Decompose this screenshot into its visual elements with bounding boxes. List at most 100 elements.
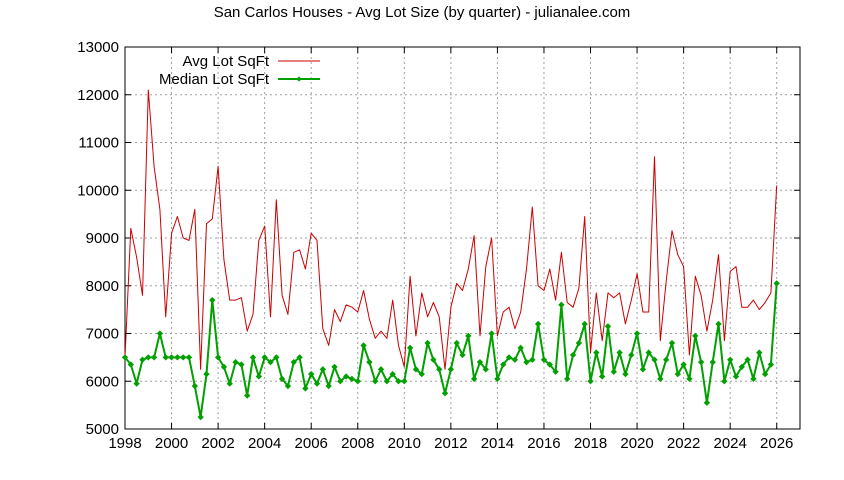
data-point [401, 378, 408, 385]
data-point [354, 378, 361, 385]
data-point [674, 370, 681, 378]
data-point [465, 332, 472, 340]
data-point [150, 354, 158, 361]
data-point [360, 342, 367, 349]
data-point [185, 354, 193, 361]
data-point [278, 375, 286, 383]
data-point [447, 366, 455, 373]
data-point [424, 339, 431, 347]
legend-marker [296, 76, 302, 82]
data-point [389, 370, 396, 378]
x-tick-label: 2000 [155, 435, 188, 452]
data-point [709, 358, 716, 366]
y-tick-label: 6000 [86, 373, 119, 390]
data-point [593, 349, 600, 356]
x-tick-label: 2006 [295, 435, 328, 452]
data-point [377, 366, 385, 373]
y-tick-label: 9000 [86, 230, 119, 247]
data-point [180, 354, 187, 361]
data-point [482, 366, 489, 373]
legend-label-avg-lot-sqft: Avg Lot SqFt [183, 53, 270, 70]
data-point [581, 320, 588, 328]
data-point [308, 370, 315, 378]
data-point [488, 330, 495, 337]
data-point [587, 378, 594, 385]
data-point [302, 385, 309, 392]
data-point [645, 349, 652, 356]
data-point [750, 375, 757, 383]
data-point [680, 361, 687, 368]
data-point [197, 413, 204, 421]
y-tick-label: 12000 [77, 87, 119, 104]
data-point [406, 344, 414, 351]
data-point [209, 296, 216, 304]
y-tick-label: 10000 [77, 182, 119, 199]
data-point [668, 339, 676, 347]
data-point [214, 354, 222, 361]
data-point [261, 354, 268, 361]
data-point [767, 361, 775, 368]
data-point [529, 356, 536, 363]
data-point [540, 356, 548, 363]
data-point [721, 378, 728, 385]
data-point [366, 358, 373, 366]
data-point [715, 320, 722, 328]
x-tick-label: 2020 [620, 435, 653, 452]
data-point [738, 363, 745, 371]
data-point [622, 370, 629, 378]
y-tick-label: 7000 [86, 326, 119, 343]
y-tick-label: 11000 [78, 135, 119, 152]
data-point [226, 380, 233, 387]
series-layer [121, 89, 780, 421]
data-point [267, 358, 274, 366]
y-tick-label: 13000 [77, 39, 119, 56]
data-point [494, 375, 501, 383]
data-point [459, 351, 466, 359]
data-point [162, 354, 169, 361]
data-point [604, 323, 612, 330]
data-point [470, 375, 478, 383]
x-tick-label: 2002 [201, 435, 234, 452]
data-point [761, 370, 769, 378]
data-point [337, 378, 344, 385]
data-point [284, 382, 292, 390]
data-point [273, 354, 280, 361]
data-point [732, 373, 740, 380]
data-point [692, 332, 699, 340]
x-tick-label: 2014 [481, 435, 514, 452]
data-point [686, 375, 693, 383]
data-point [546, 361, 553, 368]
data-point [331, 363, 338, 371]
data-point [453, 339, 460, 347]
data-point [523, 358, 530, 366]
data-point [575, 339, 583, 347]
data-point [372, 378, 379, 385]
x-tick-label: 1998 [108, 435, 141, 452]
plot-frame [124, 46, 801, 430]
data-point [127, 361, 134, 368]
data-point [657, 375, 664, 383]
data-point [744, 356, 751, 363]
data-point [430, 356, 437, 363]
data-point [651, 356, 658, 363]
data-point [703, 399, 711, 406]
data-point [697, 358, 705, 366]
data-point [383, 378, 391, 385]
data-point [313, 380, 321, 387]
data-point [662, 356, 670, 363]
data-point [552, 368, 559, 375]
data-point [476, 358, 484, 366]
y-tick-label: 5000 [86, 421, 119, 438]
data-point [174, 354, 181, 361]
grid-lines [125, 47, 800, 429]
data-point [616, 349, 623, 356]
data-point [168, 354, 175, 361]
data-point [395, 378, 402, 385]
data-point [133, 380, 140, 387]
data-point [505, 354, 513, 361]
data-point [628, 351, 635, 359]
data-point [756, 349, 763, 356]
data-point [517, 344, 524, 351]
x-tick-label: 2026 [760, 435, 793, 452]
data-point [319, 366, 327, 373]
